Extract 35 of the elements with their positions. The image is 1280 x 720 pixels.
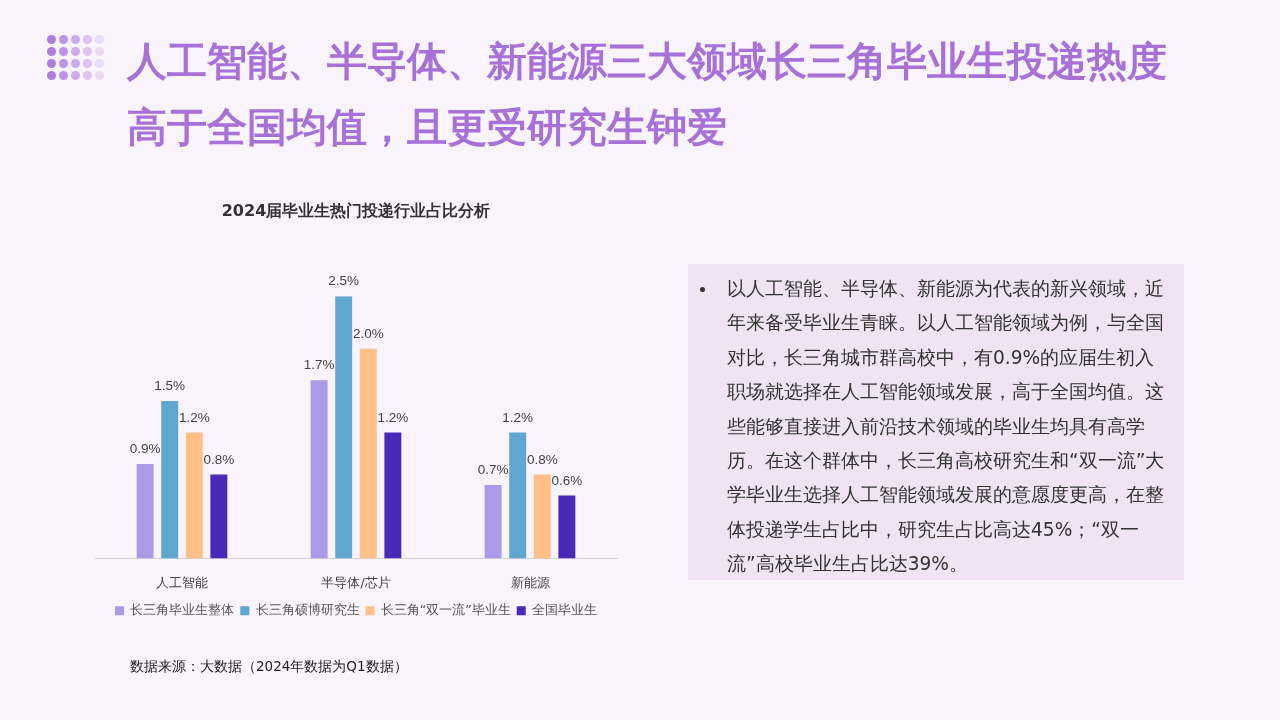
- data-label: 0.8%: [203, 451, 235, 467]
- data-label: 0.6%: [551, 472, 583, 488]
- data-label: 1.5%: [154, 378, 186, 394]
- legend-label: 长三角“双一流”毕业生: [380, 602, 511, 617]
- data-label: 2.5%: [328, 273, 360, 289]
- bar: [210, 474, 228, 559]
- bar: [136, 464, 154, 559]
- data-label: 2.0%: [352, 325, 384, 341]
- legend-label: 长三角毕业生整体: [130, 602, 235, 617]
- x-tick-label: 人工智能: [156, 575, 208, 591]
- bar: [509, 432, 527, 559]
- source-note: 数据来源：大数据（2024年数据为Q1数据）: [130, 658, 408, 676]
- bar: [359, 348, 377, 559]
- bar: [310, 380, 328, 559]
- data-label: 1.2%: [377, 409, 409, 425]
- text: 以人工智能、半导体、新能源为代表的新兴领域，近年来备受毕业生青睐。以人工智能领域为例，与全国对比，长三角城市群高校中，有0.9%的应届生初入职场就选择在人工智能领域发展，高于全国均值。这些能够直接进入前沿技术领域的毕业生均具有高学历。在这个群体中，长三角高校研究生和“双一流”大学毕业生选择人工智能领域发展的意愿度更高，在整体投递学生占比中，研究生占比高达45%；“双一流”高校毕业生占比达39%。: [727, 278, 1165, 575]
- data-label: 0.9%: [129, 441, 161, 457]
- data-label: 1.2%: [178, 409, 210, 425]
- bar: [384, 432, 402, 559]
- bar: [558, 495, 576, 559]
- chart-title: 人工智能、半导体、新能源三大领域长三角毕业生投递热度高于全国均值，且更受研究生钟爱: [127, 37, 1168, 152]
- bar: [335, 296, 353, 559]
- legend-label: 全国毕业生: [531, 602, 597, 617]
- bar: [533, 474, 551, 559]
- bar: [185, 432, 203, 559]
- x-tick-label: 新能源: [510, 575, 550, 591]
- bar: [161, 401, 179, 559]
- bar: [484, 485, 502, 559]
- data-label: 1.7%: [303, 357, 335, 373]
- data-label: 0.7%: [477, 462, 509, 478]
- data-label: 1.2%: [502, 409, 534, 425]
- data-label: 0.8%: [526, 451, 558, 467]
- chart-subtitle: 2024届毕业生热门投递行业占比分析: [221, 200, 491, 220]
- x-tick-label: 半导体/芯片: [321, 575, 391, 591]
- legend-label: 长三角硕博研究生: [255, 602, 360, 617]
